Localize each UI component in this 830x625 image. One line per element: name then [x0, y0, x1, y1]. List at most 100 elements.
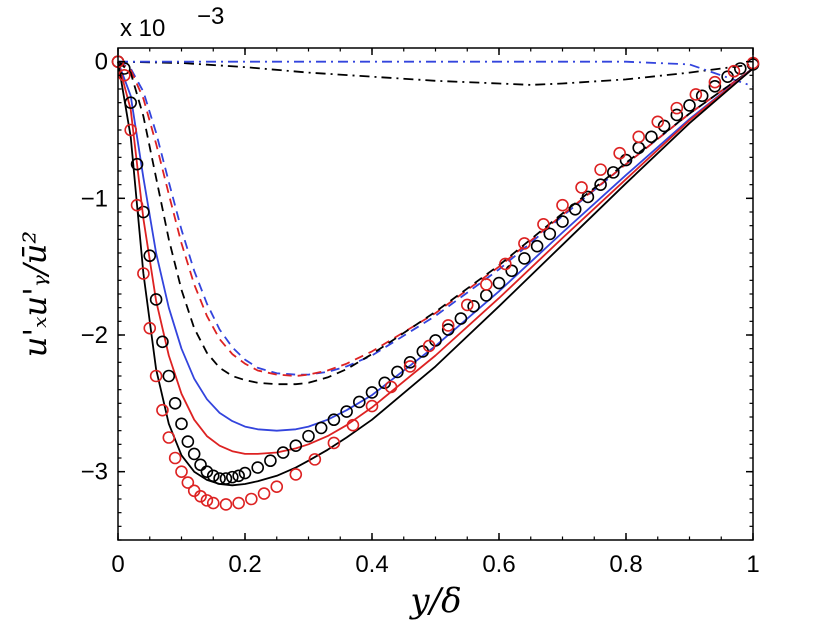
marker-red-circles-31: [479, 278, 493, 291]
marker-black-circles-10: [175, 417, 188, 431]
x-tick-label-5: 1: [746, 551, 759, 578]
marker-red-circles-35: [556, 198, 569, 212]
marker-black-circles-15: [206, 469, 220, 483]
marker-red-circles-19: [257, 487, 271, 500]
marker-black-circles-4: [137, 205, 150, 219]
marker-red-circles-21: [289, 468, 303, 481]
marker-black-circles-14: [200, 465, 214, 478]
marker-red-circles-36: [575, 181, 588, 194]
y-multiplier-exponent: −3: [197, 3, 224, 30]
marker-red-circles-17: [232, 496, 245, 510]
series-line-red-dashed: [117, 60, 754, 377]
marker-black-circles-7: [156, 335, 169, 349]
marker-black-circles-21: [251, 461, 265, 474]
marker-black-circles-57: [708, 79, 722, 93]
marker-black-circles-53: [657, 119, 671, 133]
series-line-black-dashdot: [117, 60, 754, 86]
marker-red-circles-10: [175, 465, 188, 478]
marker-red-circles-15: [206, 496, 220, 510]
y-multiplier-label: x 10: [120, 15, 165, 42]
marker-black-circles-32: [391, 365, 404, 379]
marker-black-circles-18: [226, 470, 239, 484]
marker-black-circles-11: [181, 435, 195, 448]
marker-red-circles-7: [156, 403, 169, 417]
x-tick-label-0: 0: [111, 551, 124, 578]
x-tick-label-3: 0.6: [482, 551, 515, 578]
x-axis-label: y/δ: [408, 581, 461, 621]
marker-red-circles-13: [194, 489, 207, 503]
marker-red-circles-6: [149, 369, 163, 383]
y-tick-label-2: −2: [81, 322, 108, 349]
marker-black-circles-43: [530, 239, 544, 253]
marker-black-circles-49: [606, 166, 620, 179]
marker-red-circles-42: [689, 88, 703, 101]
marker-black-circles-12: [187, 447, 201, 461]
marker-red-circles-34: [537, 218, 550, 231]
marker-black-circles-26: [314, 421, 328, 435]
marker-red-circles-11: [181, 476, 195, 489]
marker-red-circles-9: [168, 451, 182, 465]
marker-black-circles-24: [289, 439, 303, 453]
marker-red-circles-32: [499, 257, 512, 271]
marker-black-circles-28: [340, 405, 353, 418]
marker-black-circles-1: [118, 62, 131, 75]
marker-black-circles-56: [695, 89, 709, 103]
marker-red-circles-29: [441, 319, 455, 332]
marker-black-circles-25: [302, 429, 315, 443]
marker-red-circles-40: [651, 115, 665, 129]
y-tick-label-3: −3: [81, 459, 108, 486]
marker-black-circles-27: [327, 413, 341, 427]
marker-black-circles-2: [124, 96, 137, 109]
marker-red-circles-16: [219, 498, 233, 511]
x-tick-label-4: 0.8: [609, 551, 642, 578]
marker-red-circles-44: [727, 64, 741, 78]
marker-red-circles-38: [613, 146, 626, 160]
marker-black-circles-48: [594, 178, 607, 191]
marker-red-circles-37: [594, 163, 607, 176]
marker-black-circles-44: [543, 227, 557, 241]
marker-black-circles-17: [219, 472, 233, 485]
marker-black-circles-55: [683, 99, 696, 112]
marker-black-circles-41: [505, 264, 519, 278]
marker-red-circles-23: [327, 436, 341, 450]
marker-red-circles-20: [270, 480, 284, 494]
marker-red-circles-27: [403, 360, 417, 373]
marker-red-circles-3: [130, 198, 144, 212]
marker-black-circles-29: [352, 395, 366, 409]
marker-black-circles-59: [733, 62, 747, 75]
marker-black-circles-9: [168, 397, 182, 410]
marker-black-circles-23: [276, 446, 290, 459]
series-group: [117, 60, 754, 487]
marker-black-circles-36: [441, 323, 455, 336]
marker-red-circles-30: [460, 298, 474, 312]
series-line-blue-dashdot: [118, 60, 754, 88]
marker-black-circles-45: [556, 215, 569, 228]
marker-red-circles-41: [670, 101, 684, 115]
marker-black-circles-42: [518, 252, 531, 265]
ticks-group: 0 0.2 0.4 0.6 0.8 1 0 −1 −2 −3: [81, 48, 760, 578]
marker-black-circles-6: [149, 293, 163, 306]
marker-black-circles-3: [130, 157, 144, 171]
marker-black-circles-5: [143, 249, 157, 263]
x-tick-label-2: 0.4: [355, 551, 388, 578]
marker-red-circles-26: [384, 380, 398, 394]
marker-black-circles-16: [213, 472, 226, 485]
marker-red-circles-43: [708, 75, 722, 89]
marker-red-circles-8: [162, 431, 176, 444]
marker-black-circles-30: [365, 386, 379, 399]
marker-black-circles-20: [238, 466, 252, 480]
y-axis-label: u'ₓu'ᵧ/ū²: [16, 231, 54, 357]
marker-black-circles-31: [378, 376, 392, 390]
marker-red-circles-4: [137, 267, 150, 280]
series-line-blue-solid: [117, 61, 754, 432]
marker-black-circles-33: [403, 356, 417, 369]
marker-black-circles-52: [645, 130, 658, 144]
marker-black-circles-13: [194, 458, 207, 472]
marker-black-circles-40: [492, 276, 506, 290]
marker-black-circles-22: [264, 454, 277, 468]
marker-black-circles-38: [467, 299, 480, 313]
marker-black-circles-47: [581, 190, 595, 204]
marker-black-circles-19: [232, 469, 245, 483]
marker-red-circles-33: [518, 237, 531, 250]
